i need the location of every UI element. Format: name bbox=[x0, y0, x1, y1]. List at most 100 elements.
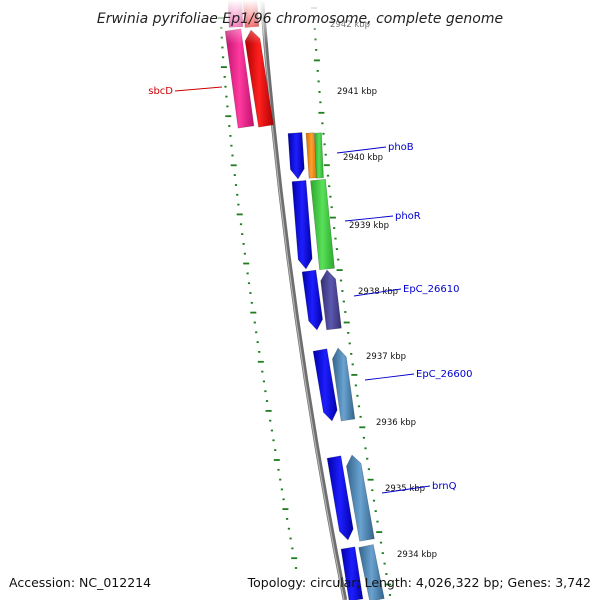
gene-label: brnQ bbox=[432, 481, 457, 492]
outer-tick bbox=[336, 269, 343, 271]
gene-arrow-blue bbox=[340, 546, 364, 600]
outer-tick bbox=[339, 279, 343, 282]
inner-tick bbox=[253, 321, 256, 324]
inner-tick bbox=[280, 488, 283, 491]
outer-tick bbox=[367, 478, 374, 481]
outer-tick bbox=[328, 185, 331, 188]
kbp-tick-label: 2935 kbp bbox=[385, 484, 425, 494]
gene-arrow-blue bbox=[326, 455, 354, 541]
outer-tick bbox=[343, 321, 350, 324]
gene-label: EpC_26600 bbox=[416, 369, 472, 380]
inner-tick bbox=[270, 429, 273, 432]
inner-tick bbox=[249, 292, 252, 294]
outer-tick bbox=[364, 447, 367, 450]
outer-tick bbox=[356, 394, 359, 397]
outer-tick bbox=[367, 468, 370, 471]
outer-tick bbox=[341, 290, 344, 292]
gene-label: phoR bbox=[395, 211, 421, 222]
inner-tick bbox=[225, 95, 228, 98]
kbp-tick-label: 2936 kbp bbox=[376, 418, 416, 428]
gene-arrow-brnQ bbox=[346, 454, 375, 542]
outer-tick bbox=[324, 153, 327, 156]
genome-summary: Topology: circular; Length: 4,026,322 bp… bbox=[247, 575, 591, 590]
inner-tick bbox=[243, 252, 246, 255]
outer-tick bbox=[322, 132, 325, 135]
outer-tick bbox=[313, 59, 320, 62]
outer-tick bbox=[337, 258, 340, 261]
outer-tick bbox=[350, 353, 353, 355]
outer-tick bbox=[342, 300, 345, 303]
outer-tick bbox=[372, 499, 376, 502]
chromosome-backbone-highlight bbox=[260, 0, 345, 600]
kbp-tick-label: 2937 kbp bbox=[366, 352, 406, 362]
gene-label: sbcD bbox=[148, 86, 173, 97]
outer-tick bbox=[347, 332, 350, 334]
inner-tick bbox=[272, 439, 275, 442]
outer-tick bbox=[376, 520, 379, 523]
inner-tick bbox=[277, 468, 280, 471]
outer-tick bbox=[335, 248, 338, 250]
inner-tick bbox=[264, 390, 267, 393]
inner-tick bbox=[274, 449, 277, 451]
map-title: Erwinia pyrifoliae Ep1/96 chromosome, co… bbox=[97, 11, 503, 27]
annotations: sbcD phoB phoR EpC_26610 EpC_26600 brnQ bbox=[148, 86, 472, 494]
inner-tick bbox=[261, 370, 264, 373]
inner-tick bbox=[265, 410, 272, 412]
gene-arrow-phoR bbox=[310, 178, 335, 271]
inner-tick bbox=[234, 184, 238, 186]
kbp-tick-label: 2941 kbp bbox=[337, 87, 377, 97]
outer-tick bbox=[323, 164, 330, 167]
inner-tick bbox=[243, 262, 250, 265]
leader-line bbox=[336, 146, 387, 154]
inner-tick bbox=[250, 301, 253, 304]
outer-tick bbox=[371, 489, 374, 492]
kbp-tick-label: 2940 kbp bbox=[343, 153, 383, 163]
kbp-tick-label: 2934 kbp bbox=[397, 550, 437, 560]
outer-tick bbox=[388, 594, 392, 596]
outer-tick bbox=[354, 384, 357, 387]
inner-tick bbox=[228, 125, 231, 127]
inner-tick bbox=[250, 311, 257, 314]
inner-tick bbox=[246, 272, 249, 275]
inner-tick bbox=[287, 527, 290, 530]
inner-tick bbox=[255, 331, 258, 334]
outer-tick bbox=[385, 583, 392, 586]
outer-tick bbox=[385, 573, 388, 575]
inner-tick bbox=[257, 360, 264, 363]
leader-line bbox=[353, 288, 402, 297]
gene-arrow-blue bbox=[301, 269, 323, 331]
inner-tick bbox=[237, 203, 240, 206]
inner-tick bbox=[262, 380, 265, 383]
outer-tick bbox=[359, 426, 366, 429]
inner-tick bbox=[269, 419, 272, 422]
inner-tick bbox=[233, 174, 236, 176]
outer-tick bbox=[379, 541, 383, 544]
inner-tick bbox=[229, 135, 232, 137]
inner-tick bbox=[282, 498, 285, 501]
top-fade bbox=[0, 0, 600, 44]
gene-arrow-blue bbox=[291, 180, 313, 270]
outer-tick bbox=[362, 436, 365, 439]
inner-tick bbox=[286, 518, 289, 520]
outer-tick bbox=[318, 111, 325, 114]
leader-line bbox=[364, 373, 415, 381]
inner-tick bbox=[221, 46, 224, 49]
inner-tick bbox=[258, 351, 261, 353]
outer-tick bbox=[351, 363, 354, 366]
outer-tick bbox=[348, 342, 351, 345]
leader-line bbox=[381, 485, 431, 494]
inner-tick bbox=[223, 76, 226, 78]
inner-tick bbox=[236, 193, 239, 196]
chromosome-backbone bbox=[259, 0, 348, 600]
inner-tick bbox=[225, 115, 232, 118]
inner-tick bbox=[291, 547, 294, 550]
inner-tick bbox=[239, 223, 243, 226]
inner-tick bbox=[230, 144, 233, 147]
gene-arrow-blue bbox=[287, 132, 305, 180]
outer-tick bbox=[323, 143, 326, 146]
outer-tick bbox=[319, 101, 322, 104]
outer-tick bbox=[329, 195, 332, 198]
gene-arrow-blue bbox=[312, 348, 338, 422]
inner-tick bbox=[231, 154, 234, 157]
inner-tick bbox=[224, 85, 227, 88]
